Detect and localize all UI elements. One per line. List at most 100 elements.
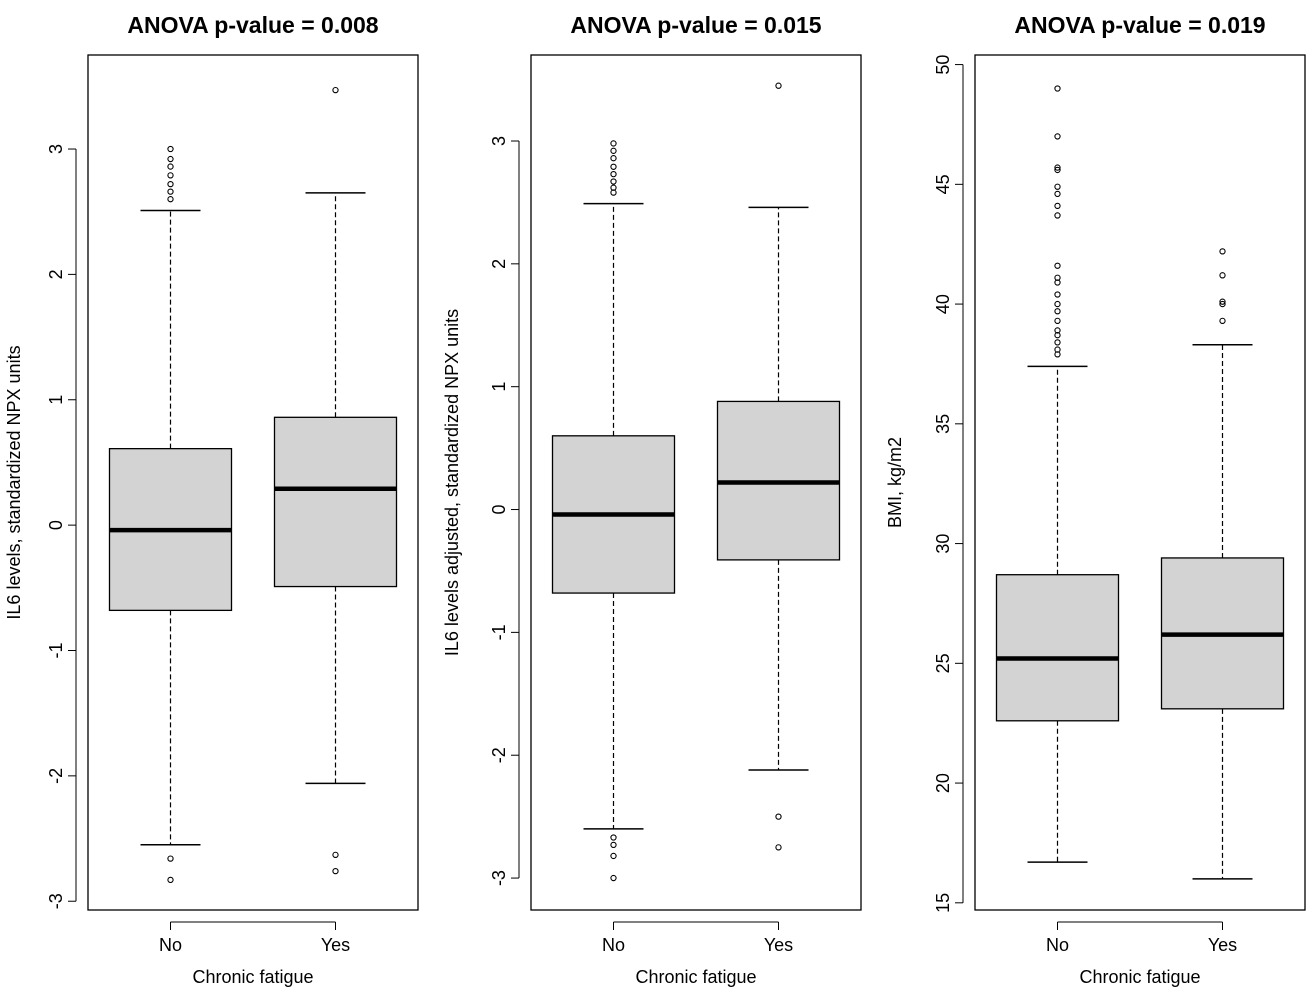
outlier-point [610, 140, 617, 147]
y-axis-title: BMI, kg/m2 [885, 437, 905, 528]
y-tick-label: 15 [933, 893, 953, 913]
outlier-point [167, 172, 174, 179]
outlier-point [1054, 317, 1061, 324]
y-tick-label: 2 [46, 269, 66, 279]
y-tick-label: 40 [933, 294, 953, 314]
box-group-yes [716, 82, 841, 851]
outlier-point [610, 184, 617, 191]
outlier-point [1054, 339, 1061, 346]
y-tick-label: -2 [489, 747, 509, 763]
chart-title: ANOVA p-value = 0.019 [1014, 12, 1265, 38]
outlier-point [1054, 212, 1061, 219]
outlier-point [167, 155, 174, 163]
outlier-point [167, 855, 174, 862]
y-tick-label: -1 [489, 624, 509, 640]
outlier-point [1054, 308, 1061, 315]
outlier-point [610, 834, 617, 841]
outlier-point [610, 178, 617, 185]
outlier-point [1054, 300, 1061, 308]
outlier-point [1054, 327, 1061, 334]
y-tick-label: 0 [489, 505, 509, 515]
outlier-point [167, 876, 174, 884]
x-axis-title: Chronic fatigue [192, 967, 313, 987]
x-axis-title: Chronic fatigue [635, 967, 756, 987]
y-tick-label: -3 [489, 870, 509, 886]
chart-title: ANOVA p-value = 0.008 [127, 12, 378, 38]
outlier-point [610, 155, 617, 162]
y-tick-label: 45 [933, 174, 953, 194]
outlier-point [1219, 298, 1226, 305]
outlier-point [610, 874, 617, 882]
outlier-point [610, 171, 617, 178]
outlier-point [332, 86, 339, 94]
y-tick-label: 1 [46, 395, 66, 405]
outlier-point [775, 844, 782, 851]
y-tick-label: 3 [489, 136, 509, 146]
y-tick-label: 2 [489, 259, 509, 269]
outlier-point [332, 867, 339, 875]
outlier-point [1054, 262, 1061, 269]
outlier-point [1219, 248, 1226, 255]
y-tick-label: 35 [933, 414, 953, 434]
y-tick-label: 1 [489, 382, 509, 392]
outlier-point [1054, 346, 1061, 353]
chart-panel-2: ANOVA p-value = 0.015 -3 -2 -1 0 1 2 3 IL6 level… [442, 12, 862, 987]
plot-frame [87, 54, 419, 911]
x-tick-label: Yes [1208, 935, 1237, 955]
plot-frame [974, 54, 1306, 911]
y-axis-title: IL6 levels, standardized NPX units [4, 345, 24, 619]
y-tick-label: -3 [46, 893, 66, 909]
outlier-point [610, 163, 617, 170]
outlier-point [1054, 164, 1061, 171]
outlier-point [610, 852, 617, 860]
x-tick-label: Yes [764, 935, 793, 955]
y-tick-label: 0 [46, 520, 66, 530]
outlier-point [610, 147, 617, 154]
x-tick-label: No [1046, 935, 1069, 955]
outlier-point [1054, 274, 1061, 281]
y-axis-title: IL6 levels adjusted, standardized NPX un… [442, 309, 462, 656]
outlier-point [167, 145, 174, 153]
y-tick-label: 20 [933, 773, 953, 793]
y-tick-label: 3 [46, 144, 66, 154]
outlier-point [1054, 85, 1061, 92]
outlier-point [167, 163, 174, 170]
outlier-point [1054, 166, 1061, 174]
outlier-point [167, 180, 174, 188]
outlier-point [1219, 300, 1226, 308]
y-tick-label: -1 [46, 642, 66, 658]
x-tick-label: No [159, 935, 182, 955]
outlier-point [1054, 133, 1061, 140]
plot-frame [530, 54, 862, 911]
y-tick-label: 25 [933, 653, 953, 673]
outlier-point [167, 188, 174, 195]
y-tick-label: 30 [933, 534, 953, 554]
outlier-point [610, 841, 617, 849]
outlier-point [167, 196, 174, 203]
chart-panel-1: ANOVA p-value = 0.008 -3 -2 -1 0 1 2 3 IL6 level… [4, 12, 419, 987]
box-group-yes [1160, 248, 1285, 880]
box-iqr [995, 574, 1120, 722]
outlier-point [1219, 317, 1226, 324]
box-group-no [995, 85, 1120, 863]
outlier-point [775, 813, 782, 820]
box-group-yes [273, 86, 398, 875]
box-iqr [273, 416, 398, 588]
y-tick-label: 50 [933, 55, 953, 75]
box-group-no [108, 145, 233, 884]
outlier-point [332, 851, 339, 858]
x-tick-label: Yes [321, 935, 350, 955]
outlier-point [775, 82, 782, 89]
chart-title: ANOVA p-value = 0.015 [570, 12, 821, 38]
box-group-no [551, 140, 676, 882]
x-axis-title: Chronic fatigue [1079, 967, 1200, 987]
outlier-point [1054, 190, 1061, 198]
x-tick-label: No [602, 935, 625, 955]
chart-panel-3: ANOVA p-value = 0.019 15 20 25 30 35 40 45 50 BMI… [885, 12, 1306, 987]
outlier-point [1219, 272, 1226, 279]
outlier-point [1054, 183, 1061, 190]
outlier-point [1054, 202, 1061, 210]
outlier-point [1054, 291, 1061, 298]
